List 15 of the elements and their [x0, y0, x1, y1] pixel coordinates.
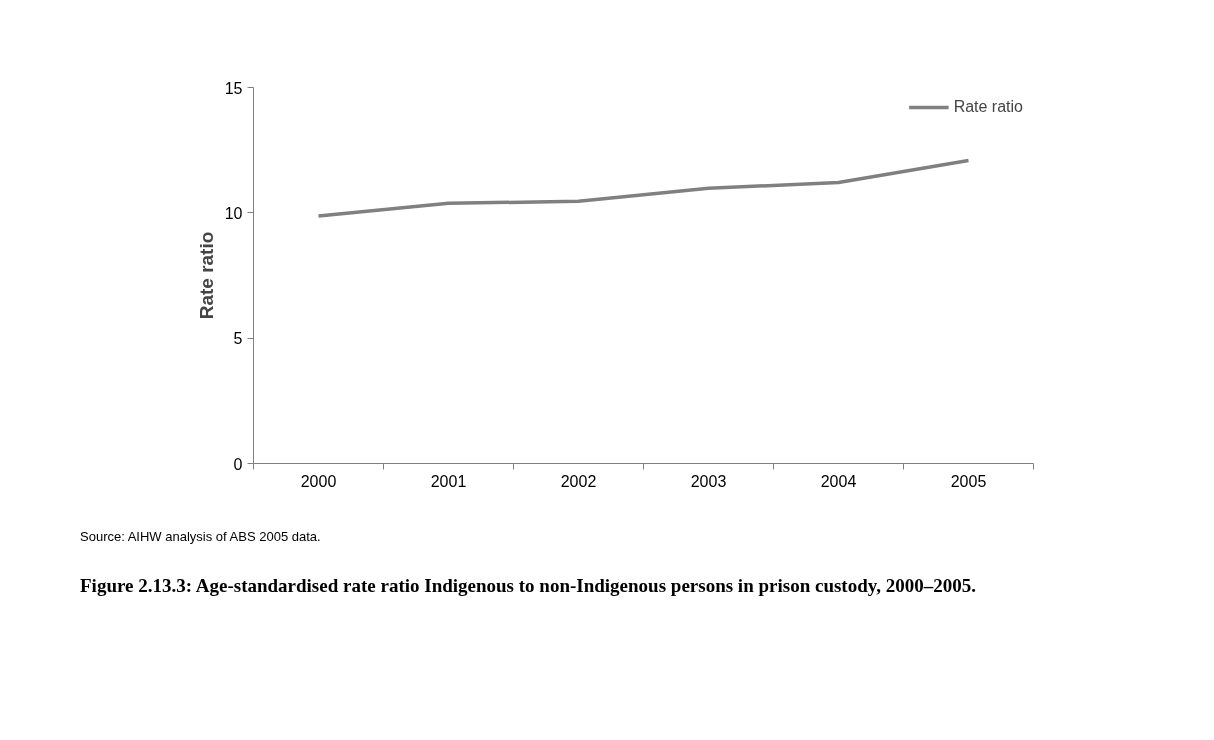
y-tick-label: 0 [233, 455, 243, 473]
legend-label: Rate ratio [953, 98, 1023, 116]
y-tick-label: 10 [224, 204, 243, 222]
x-tick-label: 2003 [690, 472, 727, 490]
x-tick-label: 2000 [300, 472, 337, 490]
y-axis-title: Rate ratio [195, 231, 217, 320]
text: Figure 2.13.3: Age-standardised rate ratio Indigenous to non-Indigenous persons in prison custody, 2000–2005. [80, 573, 976, 598]
x-tick-label: 2004 [820, 472, 857, 490]
y-tick-label: 15 [224, 79, 243, 97]
x-tick-label: 2001 [430, 472, 467, 490]
x-tick-label: 2002 [560, 472, 597, 490]
y-tick-label: 5 [233, 330, 243, 348]
x-tick-label: 2005 [950, 472, 987, 490]
line-series [316, 158, 971, 218]
source-note: Source: AIHW analysis of ABS 2005 data. [80, 528, 321, 546]
